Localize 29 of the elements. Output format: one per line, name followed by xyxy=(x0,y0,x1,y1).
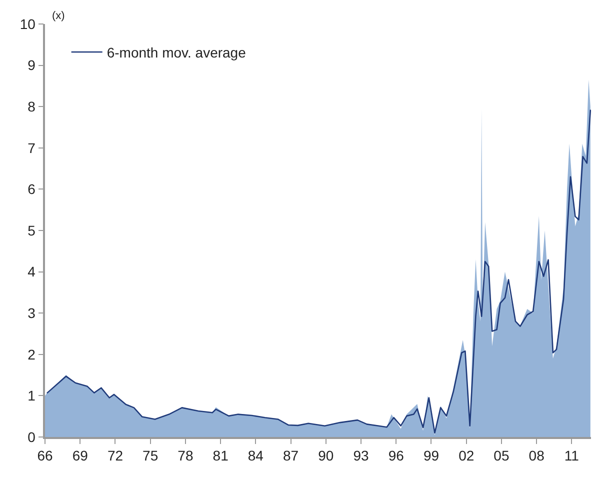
y-tick-label: 5 xyxy=(28,222,36,238)
x-tick-label: 96 xyxy=(388,448,404,464)
x-tick-label: 78 xyxy=(178,448,194,464)
x-tick-label: 05 xyxy=(494,448,510,464)
x-tick-label: 93 xyxy=(353,448,370,464)
x-tick-label: 90 xyxy=(318,448,334,464)
y-axis-title: (x) xyxy=(52,10,65,22)
y-tick-label: 7 xyxy=(28,140,36,156)
x-tick-label: 72 xyxy=(107,448,124,464)
y-tick-label: 0 xyxy=(28,428,36,445)
y-tick-label: 2 xyxy=(28,346,36,362)
x-tick-label: 69 xyxy=(72,448,88,464)
y-tick-label: 10 xyxy=(20,16,36,32)
x-tick-label: 87 xyxy=(283,448,299,464)
y-tick-label: 9 xyxy=(28,57,36,74)
x-tick-label: 66 xyxy=(37,448,53,464)
x-tick-label: 75 xyxy=(142,448,158,464)
y-tick-label: 1 xyxy=(28,388,36,404)
x-tick-label: 02 xyxy=(458,448,474,464)
y-tick-label: 4 xyxy=(28,264,36,280)
x-tick-label: 81 xyxy=(212,448,229,464)
y-tick-label: 6 xyxy=(28,181,36,198)
legend-label: 6-month mov. average xyxy=(106,44,246,60)
y-tick-label: 3 xyxy=(28,305,36,321)
y-tick-label: 8 xyxy=(28,98,36,114)
x-tick-label: 84 xyxy=(248,448,264,464)
x-tick-label: 08 xyxy=(528,448,545,464)
x-tick-label: 11 xyxy=(564,448,580,464)
x-tick-label: 99 xyxy=(423,448,440,464)
